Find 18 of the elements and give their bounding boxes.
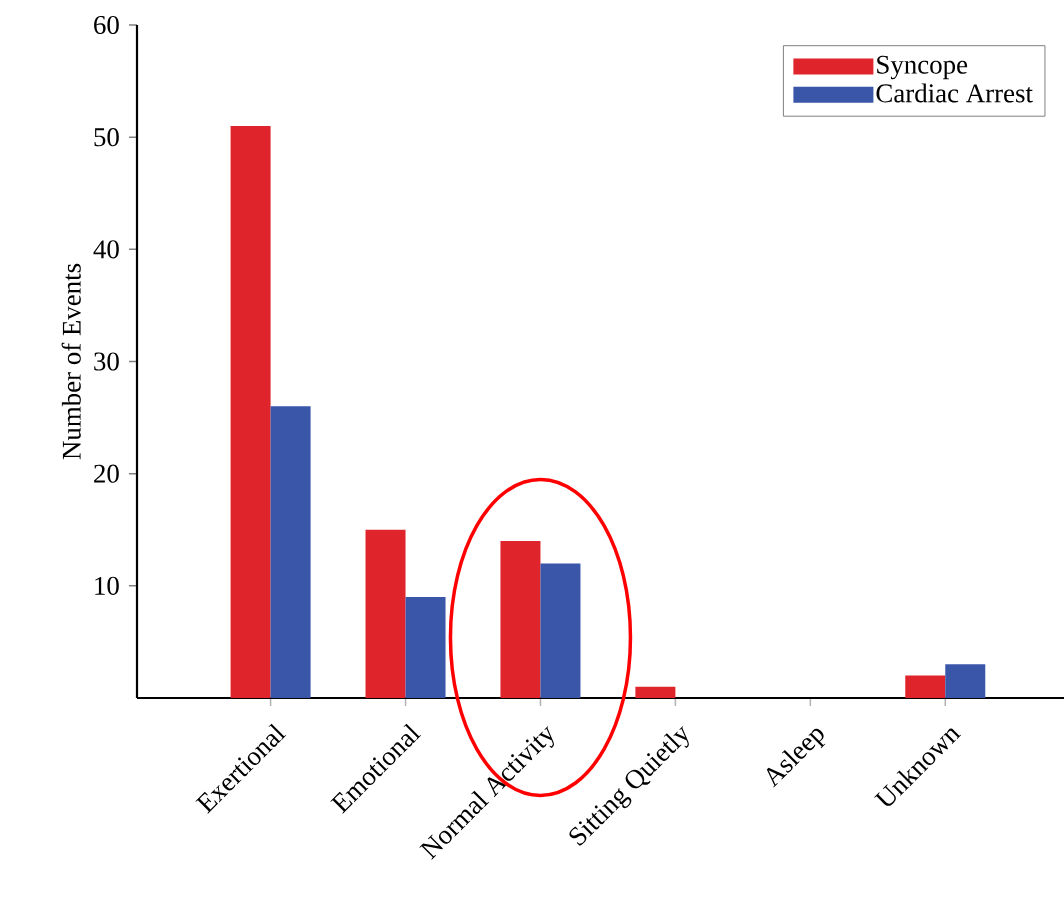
legend-label: Cardiac Arrest [876, 83, 1033, 103]
y-tick-label: 20 [94, 464, 119, 483]
bar [540, 563, 581, 698]
bar [230, 125, 271, 698]
bar [945, 664, 986, 698]
legend-label: Syncope [877, 55, 968, 80]
y-tick-label: 30 [94, 352, 119, 371]
y-tick-label: 50 [94, 128, 119, 147]
bar [500, 540, 541, 698]
bar [405, 597, 446, 698]
bar [635, 686, 676, 698]
y-tick-label: 60 [94, 15, 119, 35]
bar [270, 406, 311, 698]
y-tick-label: 40 [93, 240, 119, 259]
bar [905, 675, 946, 698]
bar [365, 529, 406, 698]
y-tick-label: 10 [95, 576, 119, 595]
y-axis-title: Number of Events [61, 263, 81, 460]
